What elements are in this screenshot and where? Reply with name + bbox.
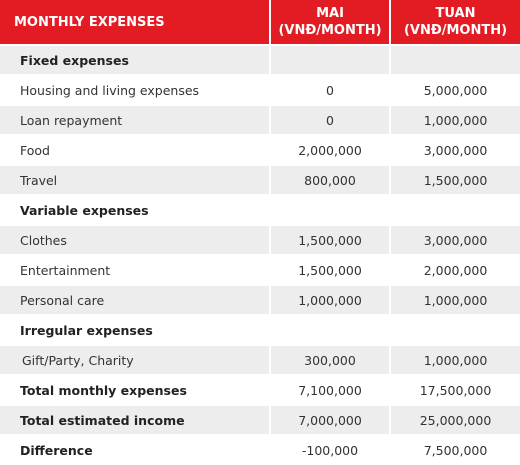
row-label: Total monthly expenses xyxy=(0,375,271,406)
row-label: Clothes xyxy=(0,225,271,256)
total-row-estimated-income: Total estimated income 7,000,000 25,000,… xyxy=(0,405,520,436)
mai-value: 7,000,000 xyxy=(270,405,391,436)
tuan-value: 5,000,000 xyxy=(390,75,520,106)
total-row-monthly-expenses: Total monthly expenses 7,100,000 17,500,… xyxy=(0,375,520,406)
mai-value: 7,100,000 xyxy=(270,375,391,406)
mai-value xyxy=(270,315,391,346)
row-label: Fixed expenses xyxy=(0,45,271,76)
row-label: Entertainment xyxy=(0,255,271,286)
header-mai: MAI (VNĐ/MONTH) xyxy=(270,0,391,46)
row-label: Loan repayment xyxy=(0,105,271,136)
tuan-value: 3,000,000 xyxy=(390,225,520,256)
header-tuan-name: TUAN xyxy=(435,6,476,21)
tuan-value: 3,000,000 xyxy=(390,135,520,166)
tuan-value: 7,500,000 xyxy=(390,435,520,465)
row-label: Gift/Party, Charity xyxy=(0,345,271,376)
header-monthly-expenses: MONTHLY EXPENSES xyxy=(0,0,271,46)
row-label: Difference xyxy=(0,435,271,465)
mai-value xyxy=(270,195,391,226)
table-row: Gift/Party, Charity 300,000 1,000,000 xyxy=(0,345,520,376)
mai-value: 0 xyxy=(270,75,391,106)
table-row: Personal care 1,000,000 1,000,000 xyxy=(0,285,520,316)
header-tuan: TUAN (VNĐ/MONTH) xyxy=(390,0,520,46)
section-row-irregular-expenses: Irregular expenses xyxy=(0,315,520,346)
header-mai-name: MAI xyxy=(316,6,344,21)
tuan-value: 1,000,000 xyxy=(390,285,520,316)
table-row: Loan repayment 0 1,000,000 xyxy=(0,105,520,136)
table-header-row: MONTHLY EXPENSES MAI (VNĐ/MONTH) TUAN (V… xyxy=(0,0,520,46)
tuan-value xyxy=(390,45,520,76)
row-label: Total estimated income xyxy=(0,405,271,436)
mai-value: 1,000,000 xyxy=(270,285,391,316)
mai-value: 800,000 xyxy=(270,165,391,196)
tuan-value: 1,000,000 xyxy=(390,345,520,376)
tuan-value: 25,000,000 xyxy=(390,405,520,436)
row-label: Variable expenses xyxy=(0,195,271,226)
section-row-variable-expenses: Variable expenses xyxy=(0,195,520,226)
table-row: Housing and living expenses 0 5,000,000 xyxy=(0,75,520,106)
row-label: Personal care xyxy=(0,285,271,316)
tuan-value: 2,000,000 xyxy=(390,255,520,286)
table-row: Entertainment 1,500,000 2,000,000 xyxy=(0,255,520,286)
tuan-value: 1,500,000 xyxy=(390,165,520,196)
section-row-fixed-expenses: Fixed expenses xyxy=(0,45,520,76)
tuan-value xyxy=(390,195,520,226)
mai-value: 0 xyxy=(270,105,391,136)
header-tuan-unit: (VNĐ/MONTH) xyxy=(403,23,508,38)
mai-value: 300,000 xyxy=(270,345,391,376)
mai-value: 1,500,000 xyxy=(270,255,391,286)
tuan-value xyxy=(390,315,520,346)
mai-value: 2,000,000 xyxy=(270,135,391,166)
table-row: Travel 800,000 1,500,000 xyxy=(0,165,520,196)
mai-value: 1,500,000 xyxy=(270,225,391,256)
row-label: Housing and living expenses xyxy=(0,75,271,106)
row-label: Travel xyxy=(0,165,271,196)
total-row-difference: Difference -100,000 7,500,000 xyxy=(0,435,520,465)
row-label: Food xyxy=(0,135,271,166)
tuan-value: 1,000,000 xyxy=(390,105,520,136)
mai-value: -100,000 xyxy=(270,435,391,465)
table-row: Clothes 1,500,000 3,000,000 xyxy=(0,225,520,256)
mai-value xyxy=(270,45,391,76)
table-row: Food 2,000,000 3,000,000 xyxy=(0,135,520,166)
tuan-value: 17,500,000 xyxy=(390,375,520,406)
header-mai-unit: (VNĐ/MONTH) xyxy=(278,23,382,38)
row-label: Irregular expenses xyxy=(0,315,271,346)
